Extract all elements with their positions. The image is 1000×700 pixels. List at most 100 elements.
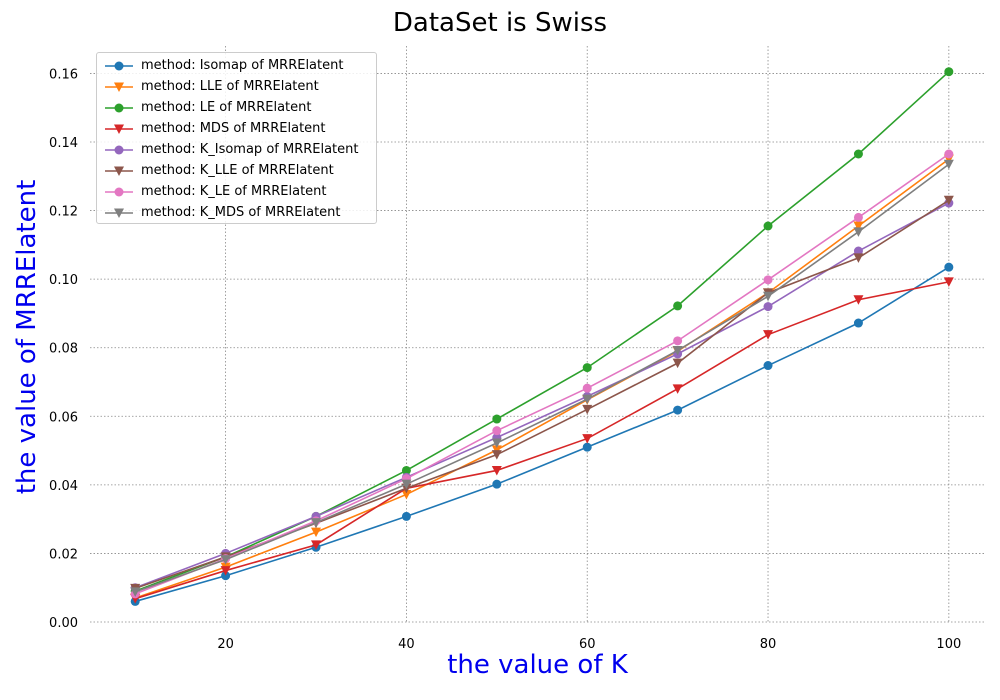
legend-swatch-marker: [114, 208, 124, 218]
legend-swatch: [105, 103, 133, 113]
series-line: [134, 266, 950, 603]
data-point: [943, 195, 954, 206]
data-point: [672, 384, 683, 394]
data-point: [853, 227, 864, 237]
y-tick-label: 0.10: [49, 273, 78, 288]
data-point: [853, 246, 863, 256]
data-point: [492, 479, 502, 489]
series-line: [134, 153, 950, 595]
x-tick-label: 40: [398, 637, 415, 652]
data-point: [853, 212, 863, 222]
series-line: [134, 71, 950, 592]
y-tick-label: 0.02: [49, 547, 78, 562]
x-tick-label: 20: [217, 637, 234, 652]
data-point: [491, 465, 502, 476]
legend-item: method: K_LLE of MRRElatent: [103, 162, 375, 180]
legend-swatch: [105, 208, 133, 218]
series-line: [134, 163, 950, 593]
data-point: [853, 149, 863, 159]
data-point: [944, 149, 954, 159]
legend-label: method: MDS of MRRElatent: [141, 121, 326, 136]
data-point: [492, 414, 502, 424]
data-point: [673, 336, 683, 346]
series-4: [130, 277, 954, 604]
data-point: [491, 438, 502, 449]
data-point: [492, 426, 502, 436]
data-point: [582, 442, 592, 452]
data-point: [943, 277, 954, 287]
legend-label: method: LLE of MRRElatent: [141, 79, 319, 94]
data-point: [763, 302, 773, 312]
series-6: [130, 195, 954, 594]
data-point: [582, 434, 593, 444]
legend-label: method: K_MDS of MRRElatent: [141, 205, 341, 220]
legend-item: method: K_Isomap of MRRElatent: [103, 141, 375, 159]
legend-swatch-marker: [114, 124, 124, 134]
y-tick-label: 0.00: [49, 616, 78, 631]
data-point: [763, 275, 773, 285]
data-point: [401, 511, 411, 521]
data-point: [130, 587, 141, 597]
y-tick-label: 0.08: [49, 342, 78, 357]
chart-title: DataSet is Swiss: [392, 8, 608, 38]
data-point: [491, 445, 502, 455]
legend-swatch: [105, 124, 133, 134]
series-line: [134, 158, 950, 599]
data-point: [944, 67, 954, 77]
legend: method: Isomap of MRRElatent method: LLE …: [96, 52, 377, 224]
data-point: [221, 571, 231, 581]
data-point: [220, 555, 231, 565]
y-tick-label: 0.06: [49, 410, 78, 425]
legend-item: method: LLE of MRRElatent: [103, 78, 375, 96]
legend-swatch-marker: [114, 166, 124, 176]
legend-swatch-marker: [114, 61, 124, 71]
legend-item: method: K_MDS of MRRElatent: [103, 204, 375, 222]
data-point: [311, 540, 322, 550]
data-point: [944, 262, 954, 272]
y-tick-label: 0.16: [49, 67, 78, 82]
legend-item: method: LE of MRRElatent: [103, 99, 375, 117]
data-point: [401, 465, 411, 475]
legend-swatch-marker: [114, 82, 124, 92]
grid-lines: [90, 46, 985, 623]
data-point: [853, 221, 864, 231]
data-point: [763, 361, 773, 371]
data-point: [311, 518, 322, 528]
series-layer: [130, 67, 954, 606]
data-point: [853, 295, 864, 305]
data-point: [491, 450, 502, 460]
series-line: [134, 199, 950, 590]
legend-item: method: K_LE of MRRElatent: [103, 183, 375, 201]
data-point: [853, 253, 864, 263]
series-line: [134, 202, 950, 589]
data-point: [582, 404, 593, 415]
data-point: [853, 318, 863, 328]
legend-label: method: K_LE of MRRElatent: [141, 184, 327, 199]
x-axis-label: the value of K: [447, 650, 628, 680]
legend-label: method: Isomap of MRRElatent: [141, 58, 344, 73]
data-point: [582, 383, 592, 393]
data-point: [582, 394, 593, 405]
data-point: [673, 405, 683, 415]
data-point: [763, 291, 774, 302]
y-tick-label: 0.04: [49, 479, 78, 494]
data-point: [763, 221, 773, 231]
data-point: [401, 479, 412, 490]
series-5: [130, 198, 954, 593]
data-point: [672, 345, 683, 356]
legend-item: method: Isomap of MRRElatent: [103, 57, 375, 75]
x-tick-label: 80: [760, 637, 777, 652]
data-point: [220, 566, 231, 576]
legend-label: method: LE of MRRElatent: [141, 100, 312, 115]
legend-swatch-marker: [114, 103, 124, 113]
series-line: [134, 281, 949, 600]
data-point: [943, 159, 954, 170]
legend-swatch-marker: [114, 187, 124, 197]
legend-swatch: [105, 187, 133, 197]
legend-swatch: [105, 82, 133, 92]
legend-label: method: K_LLE of MRRElatent: [141, 163, 334, 178]
data-point: [673, 301, 683, 311]
legend-swatch: [105, 166, 133, 176]
data-point: [311, 527, 322, 538]
